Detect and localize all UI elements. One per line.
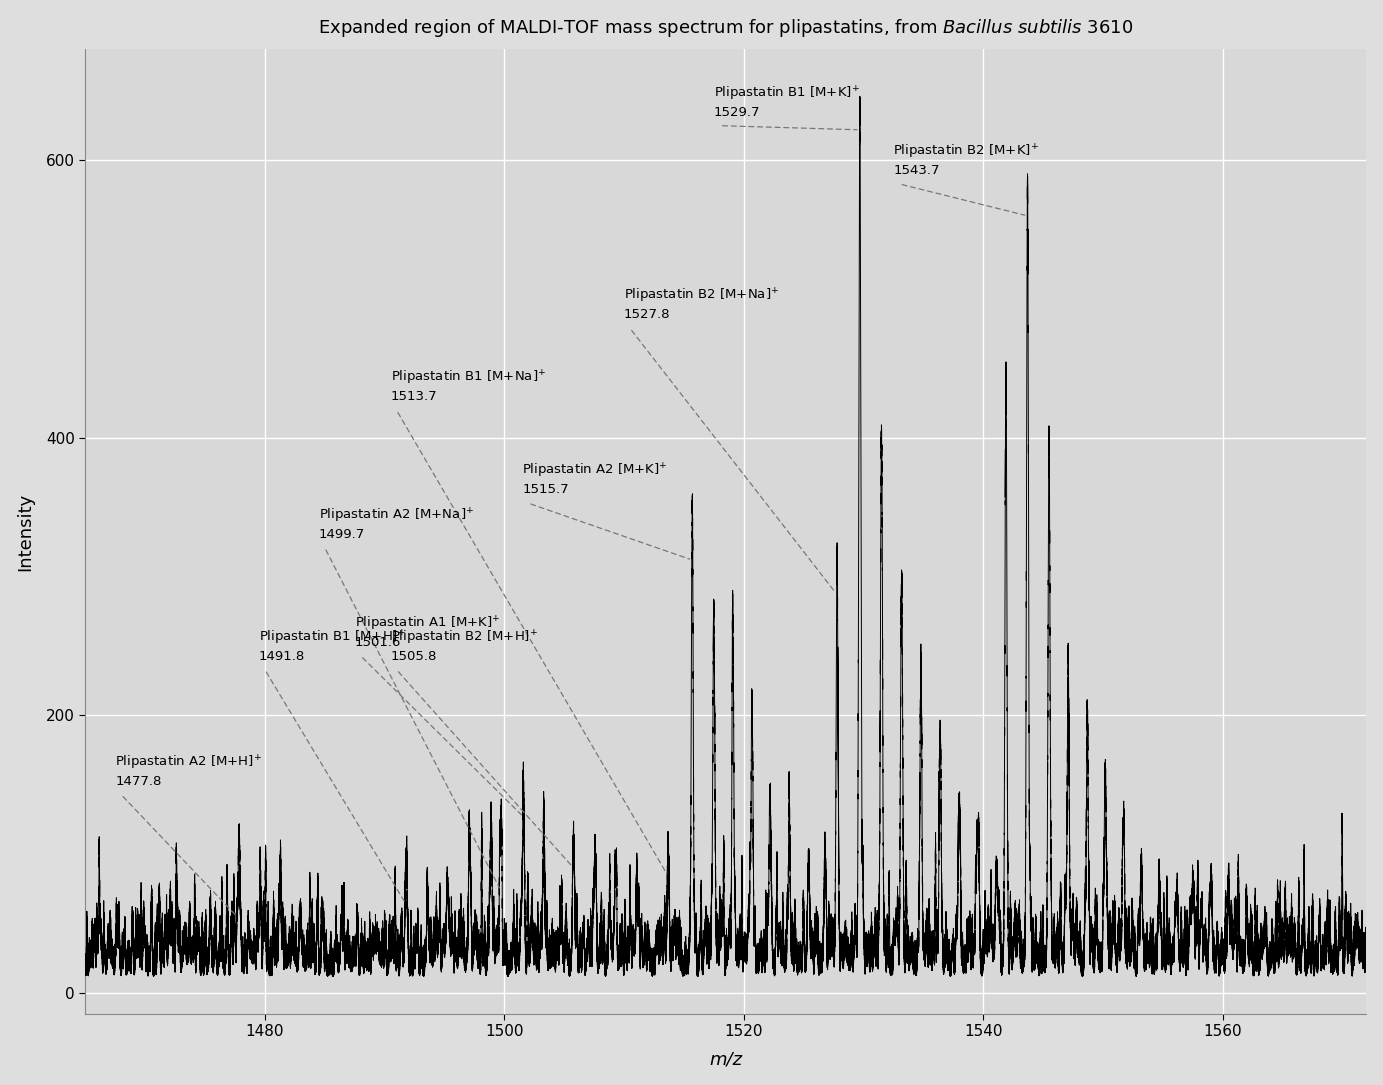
X-axis label: m/z: m/z xyxy=(709,1050,743,1069)
Text: Plipastatin A2 [M+H]$^{+}$
1477.8: Plipastatin A2 [M+H]$^{+}$ 1477.8 xyxy=(115,753,263,788)
Text: Plipastatin B1 [M+Na]$^{+}$
1513.7: Plipastatin B1 [M+Na]$^{+}$ 1513.7 xyxy=(390,369,546,404)
Text: Plipastatin B2 [M+H]$^{+}$
1505.8: Plipastatin B2 [M+H]$^{+}$ 1505.8 xyxy=(390,628,538,663)
Text: Plipastatin A2 [M+K]$^{+}$
1515.7: Plipastatin A2 [M+K]$^{+}$ 1515.7 xyxy=(523,462,668,496)
Text: Plipastatin B2 [M+K]$^{+}$
1543.7: Plipastatin B2 [M+K]$^{+}$ 1543.7 xyxy=(893,143,1039,177)
Text: Plipastatin A1 [M+K]$^{+}$
1501.6: Plipastatin A1 [M+K]$^{+}$ 1501.6 xyxy=(354,614,501,649)
Title: Expanded region of MALDI-TOF mass spectrum for plipastatins, from $\mathit{Bacil: Expanded region of MALDI-TOF mass spectr… xyxy=(318,16,1133,39)
Y-axis label: Intensity: Intensity xyxy=(17,493,35,571)
Text: Plipastatin B1 [M+H]$^{+}$
1491.8: Plipastatin B1 [M+H]$^{+}$ 1491.8 xyxy=(259,628,405,663)
Text: Plipastatin A2 [M+Na]$^{+}$
1499.7: Plipastatin A2 [M+Na]$^{+}$ 1499.7 xyxy=(318,507,474,540)
Text: Plipastatin B2 [M+Na]$^{+}$
1527.8: Plipastatin B2 [M+Na]$^{+}$ 1527.8 xyxy=(624,288,779,321)
Text: Plipastatin B1 [M+K]$^{+}$
1529.7: Plipastatin B1 [M+K]$^{+}$ 1529.7 xyxy=(714,85,860,118)
